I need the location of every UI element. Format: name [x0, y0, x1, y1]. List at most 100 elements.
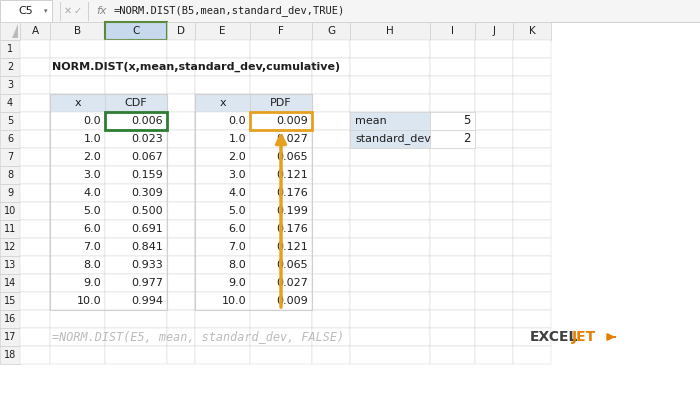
Text: 1: 1: [7, 44, 13, 54]
Text: E: E: [219, 26, 225, 36]
Bar: [195, 220, 250, 238]
Bar: [312, 310, 350, 328]
Bar: [20, 274, 50, 292]
Bar: [250, 22, 312, 40]
Bar: [20, 148, 50, 166]
Bar: [250, 166, 312, 184]
Bar: [195, 256, 250, 274]
Text: standard_dev: standard_dev: [355, 134, 431, 144]
Bar: [20, 22, 50, 40]
Bar: [105, 202, 167, 220]
Bar: [195, 112, 250, 130]
Bar: [167, 202, 195, 220]
Bar: [20, 130, 50, 148]
Bar: [195, 202, 250, 220]
Text: 2: 2: [7, 62, 13, 72]
Bar: [50, 238, 105, 256]
Bar: [513, 310, 551, 328]
Bar: [312, 166, 350, 184]
Bar: [167, 94, 195, 112]
Bar: [513, 184, 551, 202]
Bar: [250, 238, 312, 256]
Bar: [250, 238, 312, 256]
Text: 0.309: 0.309: [132, 188, 163, 198]
Bar: [105, 112, 167, 130]
Bar: [195, 238, 250, 256]
Text: 0.500: 0.500: [132, 206, 163, 216]
Bar: [312, 22, 350, 40]
Bar: [105, 22, 167, 40]
Bar: [50, 40, 105, 58]
Text: 0.067: 0.067: [132, 152, 163, 162]
Text: 18: 18: [4, 350, 16, 360]
Bar: [195, 148, 250, 166]
Text: 0.027: 0.027: [276, 134, 308, 144]
Bar: [105, 238, 167, 256]
Text: 16: 16: [4, 314, 16, 324]
Bar: [312, 148, 350, 166]
Bar: [0, 328, 20, 346]
Text: 2: 2: [463, 132, 471, 146]
Bar: [0, 274, 20, 292]
Text: ✓: ✓: [74, 6, 82, 16]
Bar: [105, 112, 167, 130]
Text: 0.006: 0.006: [132, 116, 163, 126]
Bar: [50, 148, 105, 166]
Bar: [250, 94, 312, 112]
Text: 5: 5: [7, 116, 13, 126]
Bar: [195, 94, 312, 310]
Text: JET: JET: [572, 330, 596, 344]
Bar: [167, 310, 195, 328]
Bar: [50, 202, 105, 220]
Bar: [50, 256, 105, 274]
Bar: [312, 220, 350, 238]
Text: ▾: ▾: [44, 8, 48, 14]
Text: 7.0: 7.0: [228, 242, 246, 252]
Bar: [475, 346, 513, 364]
Bar: [167, 148, 195, 166]
Bar: [50, 130, 105, 148]
Bar: [105, 274, 167, 292]
Bar: [312, 112, 350, 130]
Bar: [475, 130, 513, 148]
Text: 0.023: 0.023: [132, 134, 163, 144]
Bar: [50, 220, 105, 238]
Bar: [475, 310, 513, 328]
Bar: [430, 256, 475, 274]
Bar: [20, 40, 50, 58]
Bar: [513, 112, 551, 130]
Bar: [250, 274, 312, 292]
Bar: [105, 292, 167, 310]
Text: 0.199: 0.199: [276, 206, 308, 216]
Bar: [0, 58, 20, 76]
Text: 0.121: 0.121: [276, 170, 308, 180]
Bar: [430, 184, 475, 202]
Bar: [105, 220, 167, 238]
Text: 0.977: 0.977: [131, 278, 163, 288]
Text: fx: fx: [96, 6, 106, 16]
Bar: [350, 310, 430, 328]
Bar: [195, 22, 250, 40]
Bar: [105, 328, 167, 346]
Bar: [50, 58, 105, 76]
Bar: [350, 130, 430, 148]
Bar: [250, 166, 312, 184]
Bar: [513, 202, 551, 220]
Bar: [430, 76, 475, 94]
Bar: [513, 328, 551, 346]
Bar: [0, 238, 20, 256]
Bar: [250, 148, 312, 166]
Bar: [20, 202, 50, 220]
Bar: [250, 94, 312, 112]
Text: NORM.DIST(x,mean,standard_dev,cumulative): NORM.DIST(x,mean,standard_dev,cumulative…: [52, 62, 340, 72]
Bar: [195, 58, 250, 76]
Bar: [105, 310, 167, 328]
Text: 0.691: 0.691: [132, 224, 163, 234]
Bar: [475, 274, 513, 292]
Bar: [0, 40, 20, 58]
Text: 0.009: 0.009: [276, 116, 308, 126]
Bar: [475, 238, 513, 256]
Bar: [50, 274, 105, 292]
Bar: [350, 148, 430, 166]
Text: CDF: CDF: [125, 98, 147, 108]
